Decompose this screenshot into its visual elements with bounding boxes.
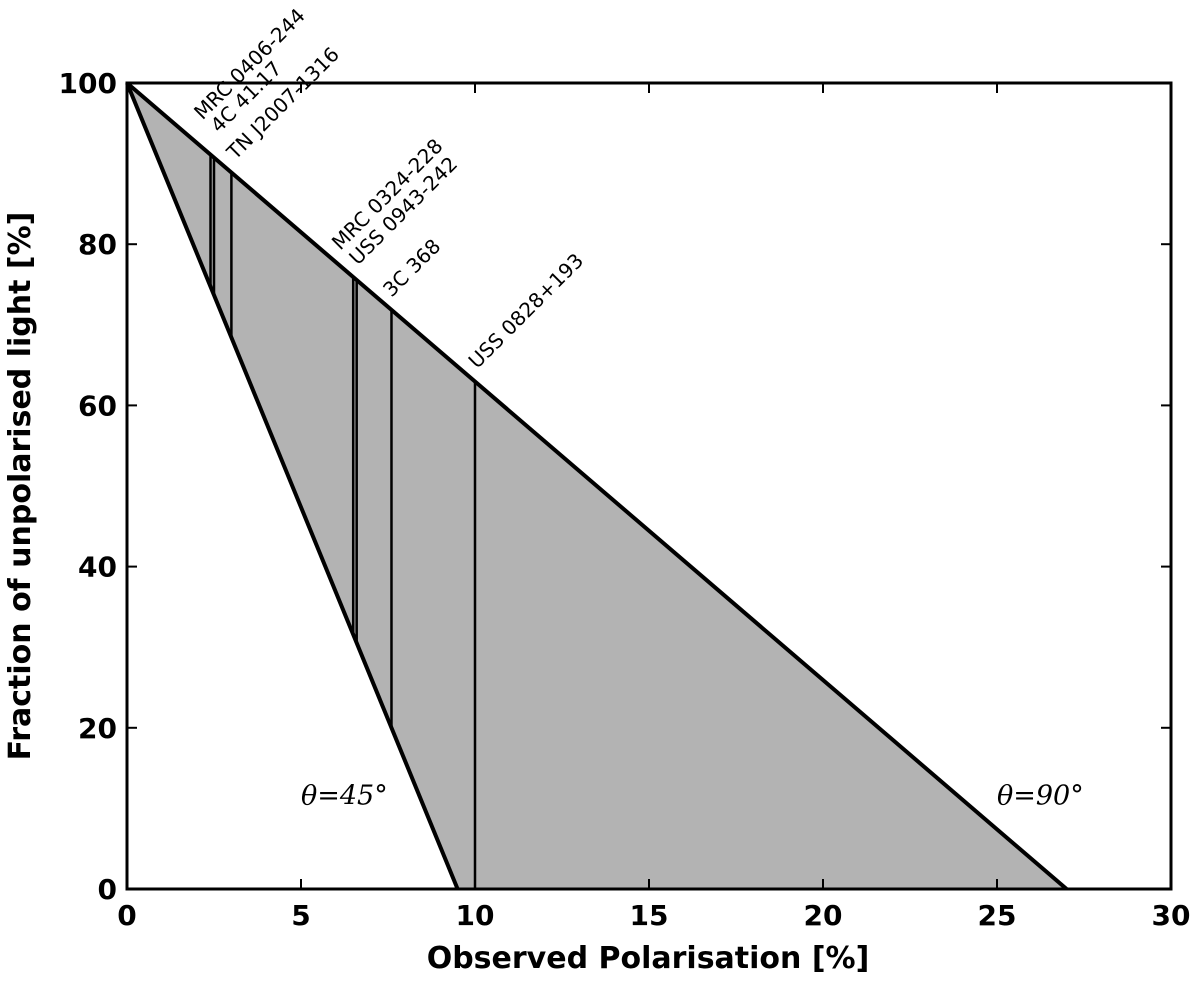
y-tick-label: 100 — [59, 67, 117, 100]
y-tick-label: 20 — [78, 712, 117, 745]
source-label: 3C 368 — [378, 234, 445, 301]
x-tick-label: 10 — [456, 899, 495, 932]
y-axis-label: Fraction of unpolarised light [%] — [3, 212, 38, 761]
x-tick-label: 20 — [804, 899, 843, 932]
y-tick-label: 40 — [78, 551, 117, 584]
y-tick-label: 60 — [78, 389, 117, 422]
y-tick-label: 0 — [98, 873, 117, 906]
plot-area — [125, 81, 1173, 891]
theta-45-line — [125, 82, 460, 890]
theta-45-label: θ=45° — [301, 780, 388, 811]
x-tick-label: 15 — [630, 899, 669, 932]
x-axis-label: Observed Polarisation [%] — [427, 941, 870, 976]
theta-90-line — [125, 81, 1068, 891]
x-tick-label: 30 — [1152, 899, 1191, 932]
x-tick-label: 0 — [117, 899, 136, 932]
y-tick-label: 80 — [78, 228, 117, 261]
axis-ticks: 0 5 10 15 20 25 30 0 20 40 60 80 100 — [59, 67, 1191, 932]
x-tick-label: 25 — [978, 899, 1017, 932]
x-tick-label: 5 — [291, 899, 310, 932]
source-label: USS 0828+193 — [464, 248, 589, 373]
theta-90-label: θ=90° — [997, 780, 1084, 811]
